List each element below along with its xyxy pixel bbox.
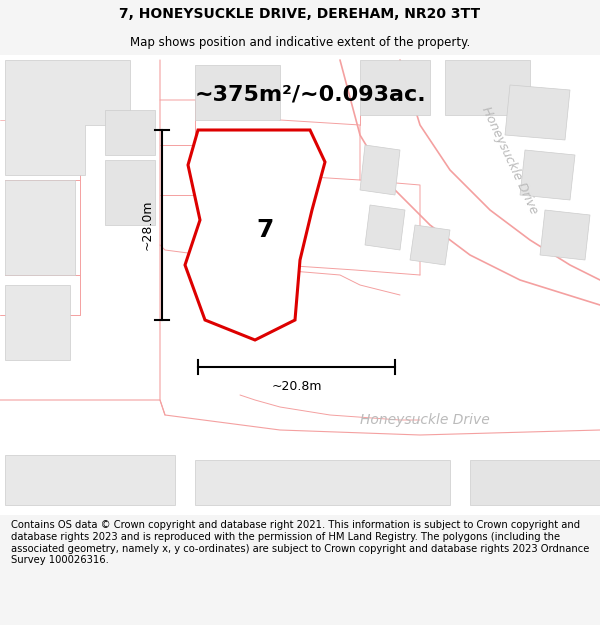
Polygon shape bbox=[445, 60, 530, 115]
Polygon shape bbox=[470, 460, 600, 505]
Polygon shape bbox=[505, 85, 570, 140]
Text: 7, HONEYSUCKLE DRIVE, DEREHAM, NR20 3TT: 7, HONEYSUCKLE DRIVE, DEREHAM, NR20 3TT bbox=[119, 7, 481, 21]
Polygon shape bbox=[365, 205, 405, 250]
Polygon shape bbox=[195, 65, 280, 120]
Polygon shape bbox=[360, 145, 400, 195]
Polygon shape bbox=[360, 60, 430, 115]
Polygon shape bbox=[105, 110, 155, 155]
Polygon shape bbox=[410, 225, 450, 265]
Polygon shape bbox=[105, 160, 155, 225]
Polygon shape bbox=[520, 150, 575, 200]
Text: Honeysuckle Drive: Honeysuckle Drive bbox=[360, 413, 490, 427]
Polygon shape bbox=[5, 180, 75, 275]
Polygon shape bbox=[195, 460, 450, 505]
Polygon shape bbox=[185, 130, 325, 340]
Polygon shape bbox=[5, 285, 70, 360]
Text: Contains OS data © Crown copyright and database right 2021. This information is : Contains OS data © Crown copyright and d… bbox=[11, 521, 589, 565]
Text: ~20.8m: ~20.8m bbox=[271, 381, 322, 394]
Text: Honeysuckle Drive: Honeysuckle Drive bbox=[479, 104, 541, 216]
Text: ~28.0m: ~28.0m bbox=[140, 200, 154, 250]
Text: 7: 7 bbox=[256, 218, 274, 242]
Polygon shape bbox=[5, 60, 130, 175]
Text: ~375m²/~0.093ac.: ~375m²/~0.093ac. bbox=[195, 85, 427, 105]
Polygon shape bbox=[5, 455, 175, 505]
Text: Map shows position and indicative extent of the property.: Map shows position and indicative extent… bbox=[130, 36, 470, 49]
Polygon shape bbox=[540, 210, 590, 260]
